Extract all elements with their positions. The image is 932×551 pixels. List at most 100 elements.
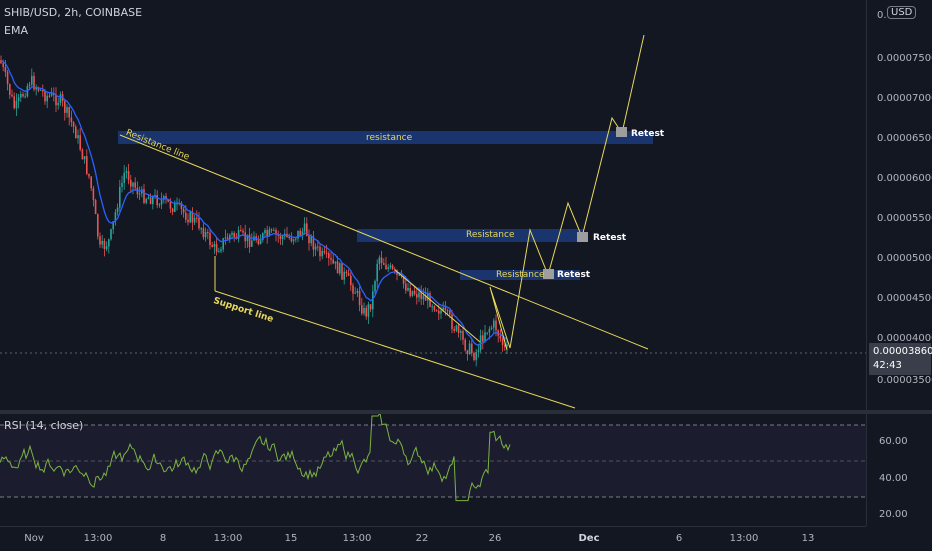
candle-body bbox=[391, 265, 394, 269]
candle-body bbox=[189, 211, 191, 223]
candle-body bbox=[246, 234, 249, 242]
candle-body bbox=[20, 94, 22, 98]
candle-body bbox=[486, 332, 488, 334]
candle-body bbox=[339, 263, 341, 274]
candle-body bbox=[387, 267, 389, 270]
candle-body bbox=[127, 171, 130, 181]
symbol-legend[interactable]: SHIB/USD, 2h, COINBASE bbox=[4, 6, 143, 19]
candle-body bbox=[99, 236, 101, 245]
candle-body bbox=[323, 250, 326, 253]
candle-body bbox=[77, 135, 79, 139]
time-tick: Dec bbox=[578, 533, 600, 544]
candle-body bbox=[405, 283, 407, 291]
price-chart-canvas[interactable] bbox=[0, 0, 866, 410]
candle-body bbox=[167, 199, 169, 202]
ema-legend[interactable]: EMA bbox=[4, 24, 28, 37]
candle-body bbox=[130, 180, 132, 187]
price-tick: 0.00005000 bbox=[877, 253, 932, 264]
time-tick: 13:00 bbox=[342, 533, 372, 544]
candle-body bbox=[112, 221, 114, 230]
ema-line bbox=[0, 60, 508, 347]
retest-marker-1 bbox=[616, 127, 627, 137]
candle-body bbox=[48, 95, 51, 97]
candle-body bbox=[147, 197, 150, 200]
candle-body bbox=[83, 156, 86, 160]
candle-body bbox=[378, 257, 381, 264]
candle-body bbox=[376, 263, 378, 282]
candle-body bbox=[422, 295, 425, 300]
pane-separator[interactable] bbox=[0, 410, 932, 414]
candle-body bbox=[226, 237, 229, 239]
candle-body bbox=[11, 94, 13, 97]
candle-body bbox=[123, 172, 125, 183]
candle-body bbox=[110, 229, 112, 240]
candle-body bbox=[288, 236, 290, 238]
rsi-legend[interactable]: RSI (14, close) bbox=[4, 419, 84, 432]
price-tick: 0.00006500 bbox=[877, 133, 932, 144]
candle-body bbox=[475, 352, 477, 360]
candle-body bbox=[101, 240, 103, 245]
candle-body bbox=[420, 292, 422, 300]
candle-body bbox=[499, 335, 502, 339]
candle-body bbox=[193, 217, 196, 223]
candle-body bbox=[94, 200, 97, 215]
candle-body bbox=[427, 293, 429, 301]
candle-body bbox=[132, 182, 134, 187]
price-axis[interactable]: 0.00 USD 0.00007500 0.00007000 0.0000650… bbox=[866, 0, 932, 526]
candle-body bbox=[17, 97, 20, 101]
candle-body bbox=[466, 350, 469, 355]
rsi-line bbox=[0, 414, 511, 502]
rsi-tick: 60.00 bbox=[879, 436, 908, 447]
candle-body bbox=[138, 193, 141, 195]
current-price-value: 0.00003860 bbox=[873, 346, 932, 357]
candle-body bbox=[433, 306, 436, 311]
candle-body bbox=[198, 217, 200, 229]
candle-body bbox=[35, 87, 37, 90]
candle-body bbox=[90, 176, 92, 189]
candle-body bbox=[59, 94, 62, 103]
candle-body bbox=[330, 258, 332, 260]
candle-body bbox=[501, 338, 504, 345]
candle-body bbox=[182, 208, 185, 213]
candle-body bbox=[394, 268, 396, 271]
candle-body bbox=[345, 271, 348, 274]
candle-body bbox=[495, 320, 497, 331]
projection-path bbox=[489, 34, 645, 351]
candle-body bbox=[341, 263, 343, 280]
retest-marker-2 bbox=[577, 232, 588, 242]
candle-body bbox=[57, 102, 59, 106]
candle-body bbox=[407, 288, 409, 291]
retest-marker-3 bbox=[543, 269, 554, 279]
candle-body bbox=[275, 230, 277, 235]
time-axis[interactable]: Nov 13:00 8 13:00 15 13:00 22 26 Dec 6 1… bbox=[0, 526, 866, 551]
candle-body bbox=[310, 236, 312, 244]
candle-body bbox=[336, 261, 339, 274]
rsi-canvas[interactable] bbox=[0, 414, 866, 526]
rsi-pane[interactable]: RSI (14, close) bbox=[0, 414, 866, 526]
resistance-zone-3 bbox=[460, 270, 580, 280]
candle-body bbox=[240, 230, 242, 232]
candle-body bbox=[42, 89, 44, 92]
candle-body bbox=[248, 234, 251, 247]
candle-body bbox=[121, 182, 123, 187]
candle-body bbox=[438, 310, 440, 314]
candle-body bbox=[418, 292, 420, 298]
resistance-trendline bbox=[119, 134, 649, 350]
candle-body bbox=[262, 233, 264, 240]
candle-body bbox=[64, 101, 66, 113]
time-tick: Nov bbox=[24, 533, 44, 544]
candle-body bbox=[435, 310, 438, 312]
candle-body bbox=[317, 246, 319, 248]
currency-button[interactable]: USD bbox=[887, 6, 917, 19]
candle-body bbox=[105, 246, 108, 249]
candle-body bbox=[44, 91, 46, 102]
candle-body bbox=[473, 352, 475, 360]
rsi-tick: 40.00 bbox=[879, 473, 908, 484]
candle-body bbox=[455, 325, 458, 331]
candle-body bbox=[490, 327, 493, 329]
candle-body bbox=[213, 243, 216, 247]
candle-body bbox=[440, 310, 442, 314]
rsi-tick: 20.00 bbox=[879, 509, 908, 520]
price-chart-pane[interactable]: SHIB/USD, 2h, COINBASE EMA Resistance li… bbox=[0, 0, 866, 410]
candle-body bbox=[352, 285, 354, 294]
